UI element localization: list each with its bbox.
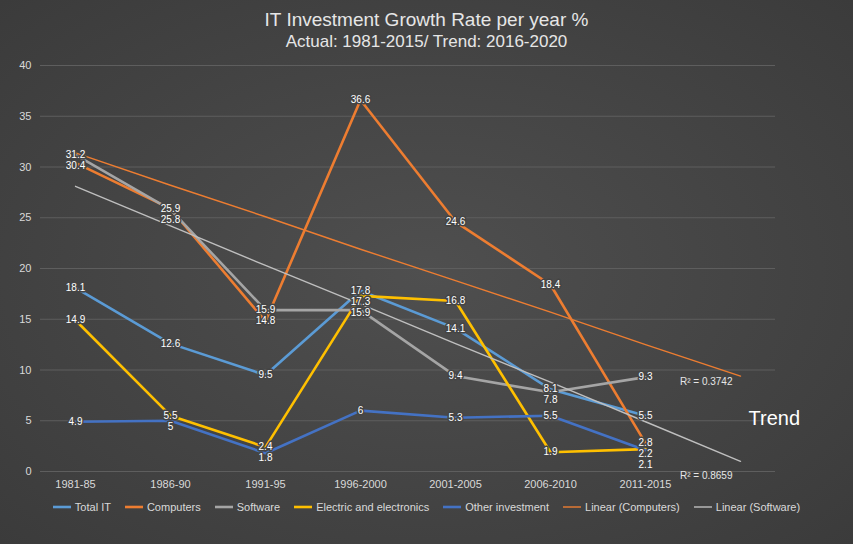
- svg-text:10: 10: [19, 364, 31, 376]
- svg-text:2006-2010: 2006-2010: [524, 478, 577, 490]
- svg-text:24.6: 24.6: [446, 216, 466, 227]
- svg-text:14.1: 14.1: [446, 323, 466, 334]
- svg-text:31.2: 31.2: [66, 149, 86, 160]
- svg-text:7.8: 7.8: [544, 394, 558, 405]
- svg-text:17.8: 17.8: [351, 285, 371, 296]
- svg-text:5.5: 5.5: [164, 410, 178, 421]
- svg-text:5.5: 5.5: [639, 410, 653, 421]
- svg-text:1981-85: 1981-85: [55, 478, 95, 490]
- svg-text:1.9: 1.9: [544, 446, 558, 457]
- svg-text:0: 0: [25, 465, 31, 477]
- svg-text:2.8: 2.8: [639, 437, 653, 448]
- svg-text:1996-2000: 1996-2000: [334, 478, 387, 490]
- svg-text:8.1: 8.1: [544, 383, 558, 394]
- html-text:Linear (Software): Linear (Software): [715, 501, 801, 513]
- svg-text:25.9: 25.9: [161, 203, 181, 214]
- svg-text:Trend: Trend: [749, 407, 801, 429]
- svg-text:18.4: 18.4: [541, 279, 561, 290]
- svg-text:25: 25: [19, 211, 31, 223]
- svg-text:9.3: 9.3: [639, 371, 653, 382]
- svg-text:1991-95: 1991-95: [245, 478, 285, 490]
- svg-text:15.9: 15.9: [256, 304, 276, 315]
- svg-text:30: 30: [19, 161, 31, 173]
- svg-text:20: 20: [19, 262, 31, 274]
- svg-text:5.5: 5.5: [544, 410, 558, 421]
- svg-text:5: 5: [25, 414, 31, 426]
- svg-text:14.8: 14.8: [256, 315, 276, 326]
- svg-text:4.9: 4.9: [69, 416, 83, 427]
- svg-text:R² = 0.8659: R² = 0.8659: [680, 470, 733, 481]
- svg-text:6: 6: [358, 405, 364, 416]
- svg-text:5.3: 5.3: [449, 412, 463, 423]
- html-text:Total IT: Total IT: [74, 501, 111, 513]
- svg-text:9.5: 9.5: [259, 369, 273, 380]
- html-text:Software: Software: [236, 501, 281, 513]
- svg-text:16.8: 16.8: [446, 295, 466, 306]
- html-text:Computers: Computers: [146, 501, 201, 513]
- svg-text:18.1: 18.1: [66, 282, 86, 293]
- svg-text:15: 15: [19, 313, 31, 325]
- svg-text:12.6: 12.6: [161, 338, 181, 349]
- svg-text:2011-2015: 2011-2015: [620, 478, 672, 490]
- svg-text:5: 5: [168, 421, 174, 432]
- svg-text:14.9: 14.9: [66, 314, 86, 325]
- svg-text:9.4: 9.4: [449, 370, 463, 381]
- svg-text:25.8: 25.8: [161, 214, 181, 225]
- html-text:Actual: 1981-2015/ Trend: 2016: Actual: 1981-2015/ Trend: 2016-2020: [285, 32, 568, 51]
- svg-text:2001-2005: 2001-2005: [429, 478, 482, 490]
- svg-text:36.6: 36.6: [351, 94, 371, 105]
- svg-text:17.3: 17.3: [351, 296, 371, 307]
- html-text:Other investment: Other investment: [465, 501, 549, 513]
- svg-text:2.2: 2.2: [639, 448, 653, 459]
- svg-text:2.4: 2.4: [259, 441, 273, 452]
- html-text:IT Investment Growth Rate per: IT Investment Growth Rate per year %: [264, 9, 589, 30]
- svg-text:1986-90: 1986-90: [150, 478, 190, 490]
- html-text:Linear (Computers): Linear (Computers): [585, 501, 680, 513]
- svg-text:R² = 0.3742: R² = 0.3742: [680, 376, 733, 387]
- svg-text:1.8: 1.8: [259, 452, 273, 463]
- svg-text:2.1: 2.1: [639, 459, 653, 470]
- svg-text:15.9: 15.9: [351, 307, 371, 318]
- svg-text:30.4: 30.4: [66, 160, 86, 171]
- html-text:Electric and electronics: Electric and electronics: [316, 501, 430, 513]
- svg-text:40: 40: [19, 59, 31, 71]
- svg-text:35: 35: [19, 110, 31, 122]
